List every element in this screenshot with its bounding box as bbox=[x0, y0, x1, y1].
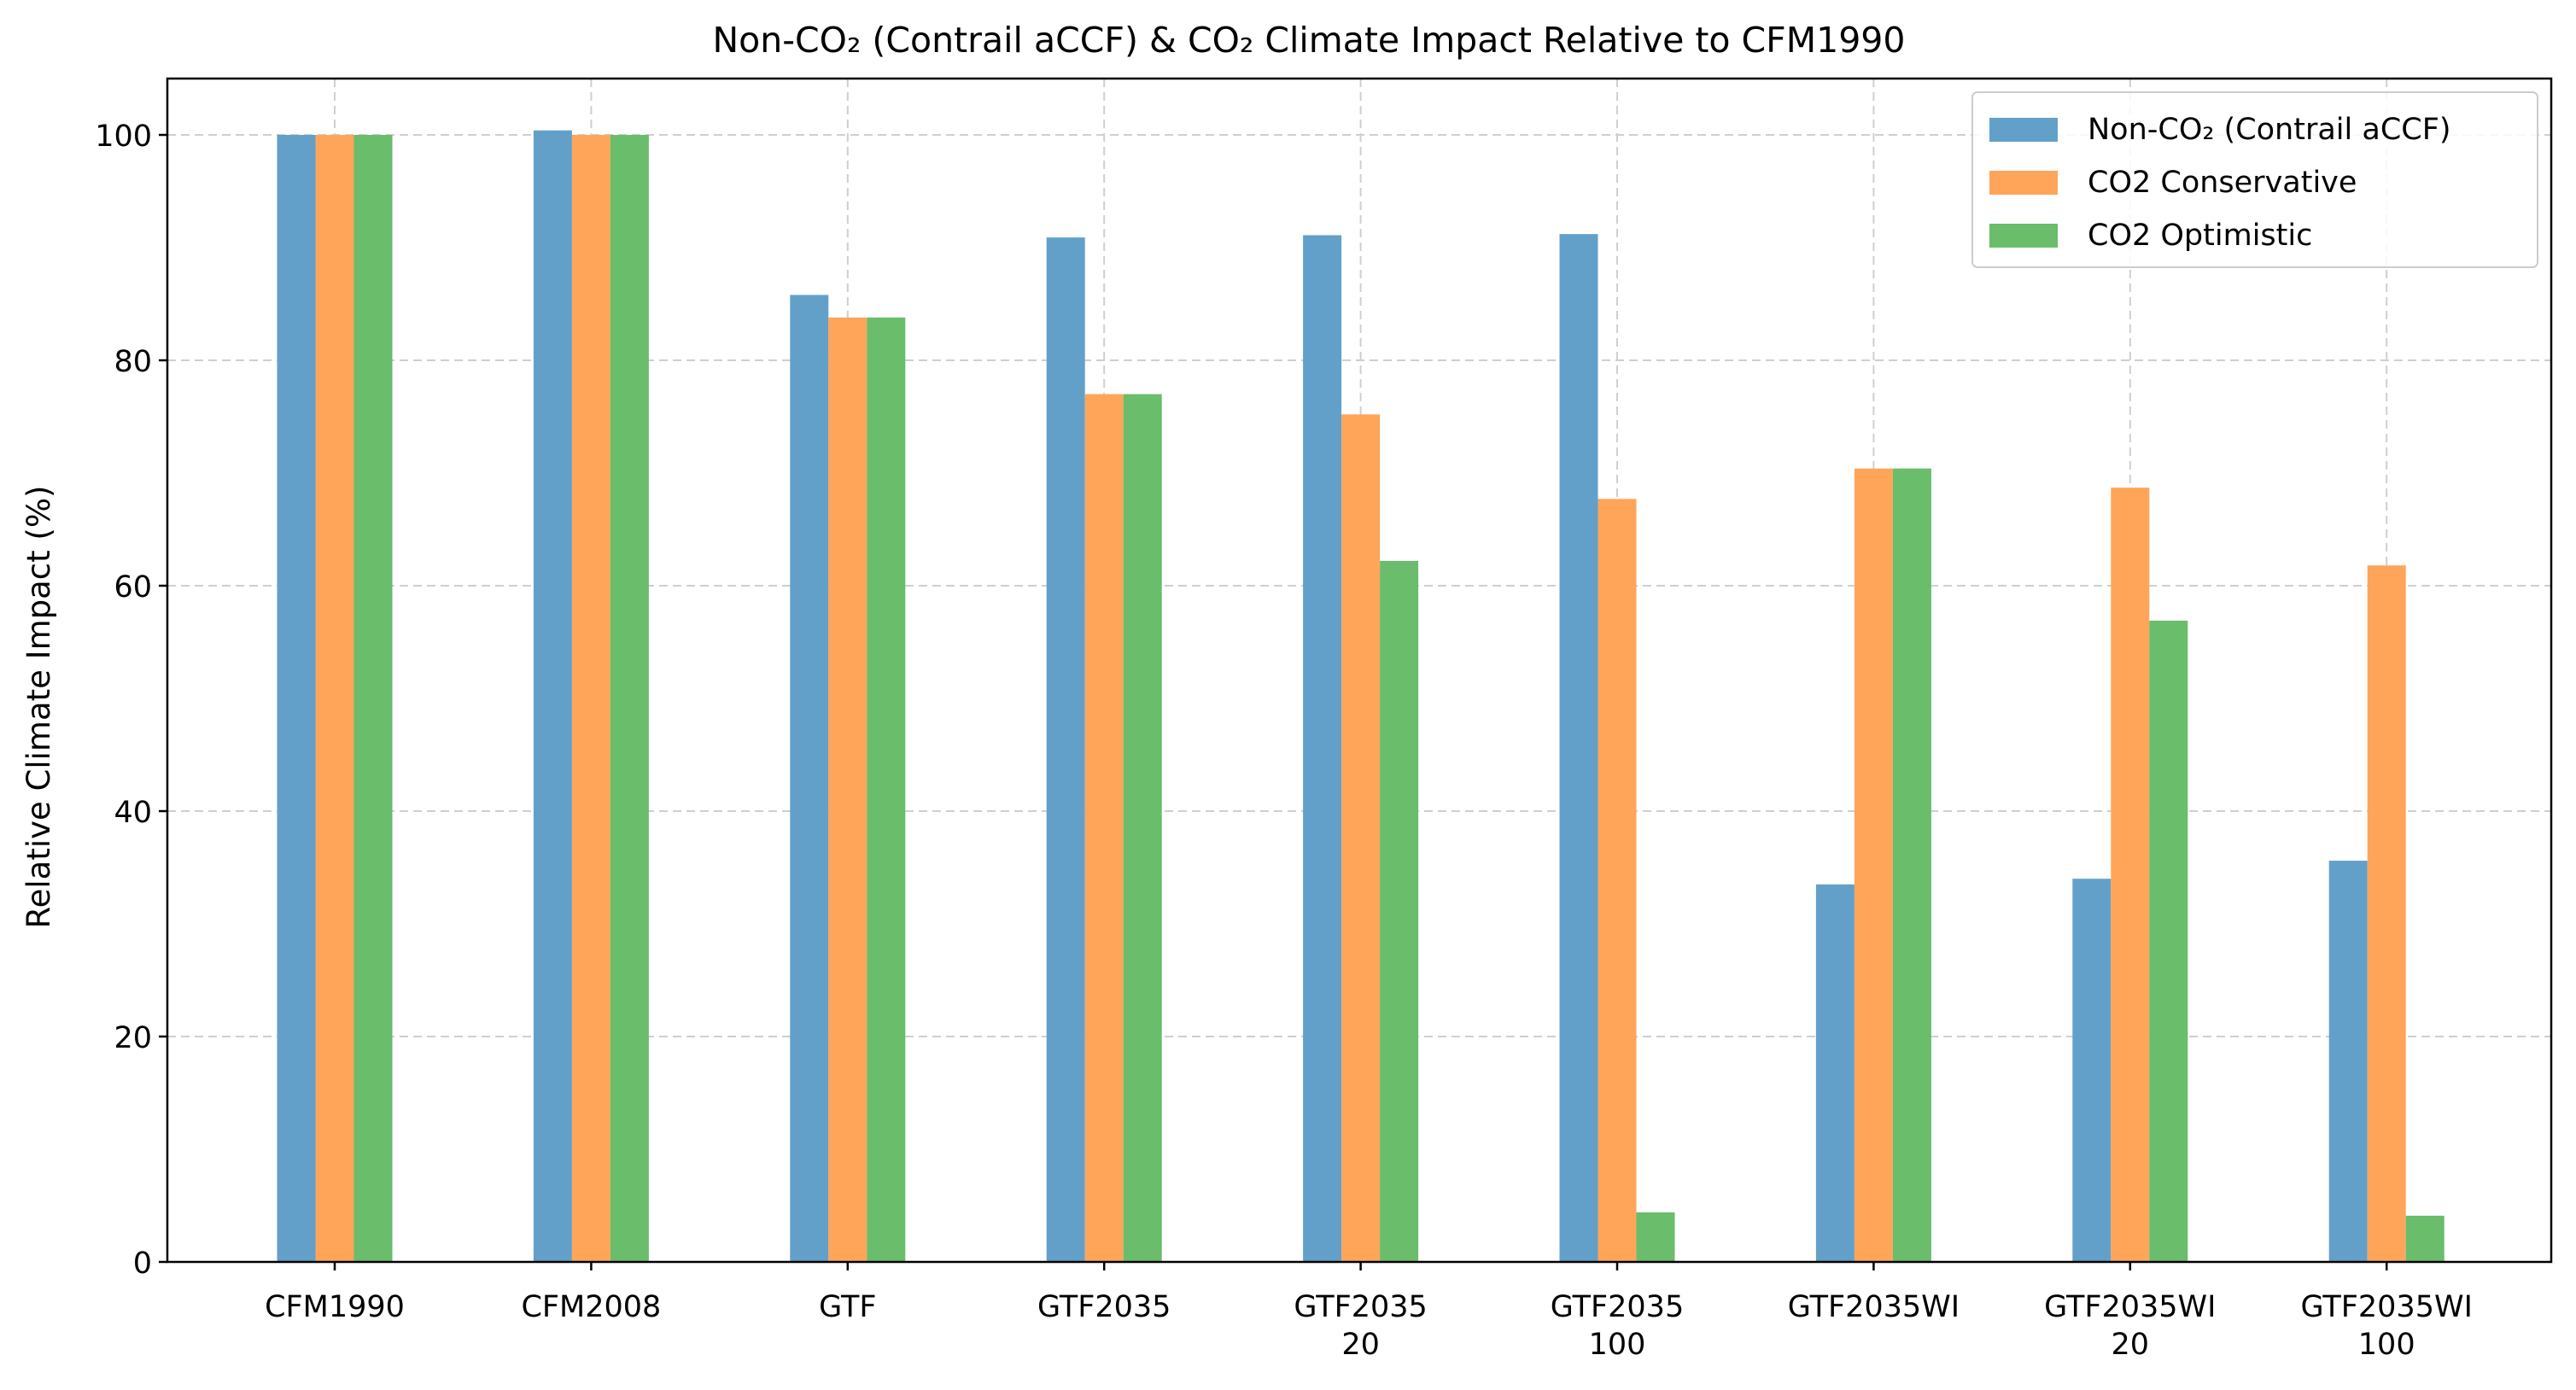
bar bbox=[1854, 468, 1893, 1262]
x-tick-label: GTF bbox=[819, 1290, 876, 1324]
x-tick-label: GTF2035 bbox=[1551, 1290, 1684, 1324]
bar bbox=[315, 135, 354, 1262]
bar bbox=[1559, 234, 1598, 1262]
x-tick-label: GTF2035WI bbox=[2044, 1290, 2216, 1324]
x-tick-label: 20 bbox=[1341, 1328, 1380, 1362]
bar bbox=[353, 135, 393, 1262]
bar bbox=[2072, 879, 2112, 1262]
bar bbox=[1636, 1212, 1675, 1262]
axes: 0 20 40 60 80 100 CFM1990 CFM2008 GTF GTF2035 GTF2… bbox=[95, 77, 2553, 1362]
legend-label: CO2 Conservative bbox=[2088, 166, 2357, 200]
y-tick-label: 0 bbox=[133, 1247, 152, 1281]
y-axis-title: Relative Climate Impact (%) bbox=[20, 486, 57, 929]
x-tick-label: GTF2035WI bbox=[2301, 1290, 2473, 1324]
bar bbox=[828, 317, 867, 1263]
bar bbox=[1598, 499, 1637, 1262]
y-tick-label: 40 bbox=[114, 796, 152, 830]
bar bbox=[610, 135, 649, 1262]
y-tick-label: 100 bbox=[95, 120, 152, 154]
legend-swatch bbox=[1989, 224, 2058, 248]
x-tick-label: GTF2035 bbox=[1294, 1290, 1427, 1324]
x-tick-label: 100 bbox=[1589, 1328, 1646, 1362]
y-tick-label: 60 bbox=[114, 570, 152, 604]
bar bbox=[790, 295, 829, 1263]
y-tick-label: 80 bbox=[114, 345, 152, 379]
bars bbox=[277, 130, 2445, 1263]
plot-frame bbox=[166, 77, 2553, 1264]
bar bbox=[1084, 394, 1124, 1263]
bar bbox=[1303, 235, 1342, 1263]
bar bbox=[533, 130, 572, 1263]
legend-label: Non-CO₂ (Contrail aCCF) bbox=[2088, 113, 2451, 147]
bar bbox=[1123, 394, 1162, 1263]
bar bbox=[2328, 861, 2368, 1262]
x-tick-label: 20 bbox=[2112, 1328, 2150, 1362]
legend-swatch bbox=[1989, 118, 2058, 142]
x-tick-label: GTF2035WI bbox=[1788, 1290, 1960, 1324]
bar bbox=[1380, 560, 1419, 1262]
bar bbox=[277, 135, 316, 1262]
bar bbox=[1341, 414, 1381, 1262]
x-tick-label: 100 bbox=[2358, 1328, 2415, 1362]
legend-box bbox=[1971, 91, 2538, 268]
x-tick-label: GTF2035 bbox=[1037, 1290, 1171, 1324]
x-tick-label: CFM1990 bbox=[265, 1290, 405, 1324]
chart-title: Non-CO₂ (Contrail aCCF) & CO₂ Climate Im… bbox=[713, 20, 1906, 61]
bar bbox=[1046, 237, 1085, 1262]
bar bbox=[1892, 468, 1931, 1262]
bar bbox=[2111, 488, 2150, 1262]
bar bbox=[2149, 620, 2188, 1262]
bar bbox=[2367, 565, 2406, 1262]
legend-swatch bbox=[1989, 171, 2058, 195]
legend-label: CO2 Optimistic bbox=[2088, 219, 2312, 253]
y-tick-label: 20 bbox=[114, 1021, 152, 1055]
bar bbox=[1815, 884, 1855, 1262]
bar bbox=[571, 135, 610, 1262]
bar bbox=[2405, 1215, 2445, 1262]
legend: Non-CO₂ (Contrail aCCF) CO2 Conservative C… bbox=[1971, 91, 2538, 268]
bar bbox=[867, 317, 906, 1263]
x-tick-label: CFM2008 bbox=[521, 1290, 661, 1324]
